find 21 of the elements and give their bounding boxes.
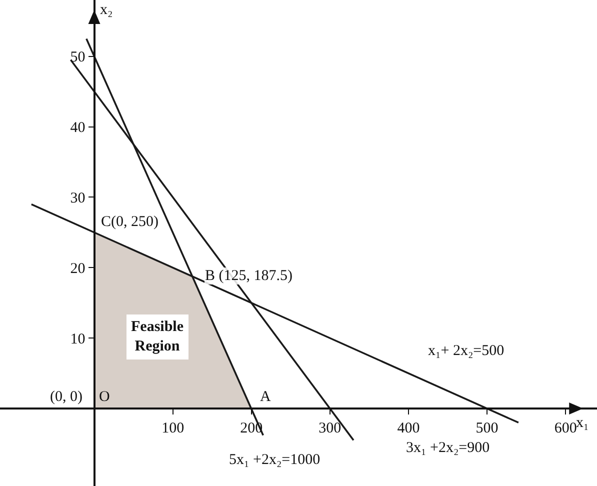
annotation: (0, 0) xyxy=(50,389,82,405)
annotation: 5x₁ +2x₂=1000 xyxy=(229,452,320,468)
annotation: O xyxy=(99,389,110,405)
x-tick-label: 300 xyxy=(318,420,342,437)
x-tick-label: 400 xyxy=(397,420,420,437)
annotation: A xyxy=(260,389,271,405)
annotation: B (125, 187.5) xyxy=(205,268,292,284)
y-axis-title: x₂ xyxy=(100,2,113,18)
y-tick-label: 30 xyxy=(70,190,86,206)
y-tick-label: 40 xyxy=(70,120,86,136)
x-tick-label: 100 xyxy=(162,420,184,437)
y-tick-label: 10 xyxy=(70,331,86,348)
y-tick-label: 50 xyxy=(70,50,86,66)
x-tick-label: 500 xyxy=(476,420,498,437)
annotation: Feasible Region xyxy=(131,319,184,354)
x-tick-label: 600 xyxy=(554,420,577,437)
annotation: C(0, 250) xyxy=(101,214,158,230)
annotation: 3x₁ +2x₂=900 xyxy=(406,440,490,456)
x-axis-title: x₁ xyxy=(576,415,589,431)
y-tick-label: 20 xyxy=(70,260,86,277)
annotation: x₁+ 2x₂=500 xyxy=(428,343,504,359)
